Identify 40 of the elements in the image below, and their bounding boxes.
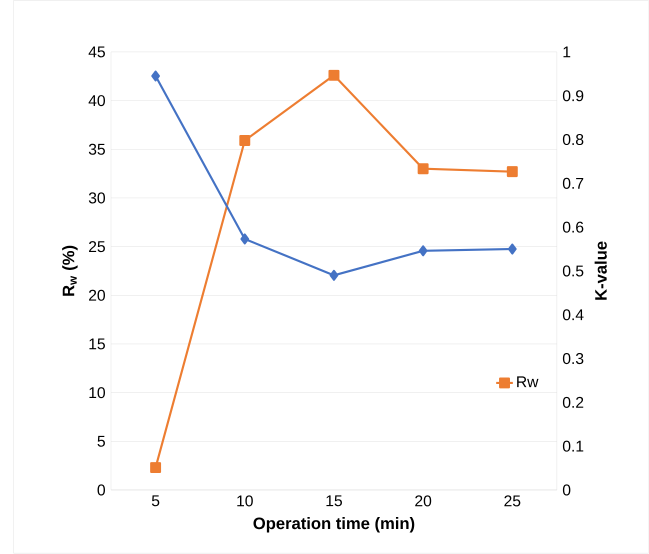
point [151, 70, 160, 82]
y-tick-label: 10 [89, 387, 105, 398]
y2-tick-label: 0.7 [562, 178, 584, 190]
y2-tick-label: 0.9 [562, 90, 584, 102]
point [418, 163, 429, 174]
y2-tick-label: 0.8 [562, 134, 584, 146]
point [150, 462, 162, 474]
point [508, 244, 517, 255]
y2-tick-label: 0.1 [562, 440, 584, 452]
point [506, 166, 518, 178]
x-tick-label: 25 [504, 496, 520, 507]
y2-axis-title: K-value [594, 242, 607, 300]
point [330, 270, 338, 281]
y-tick-label: 20 [89, 290, 105, 301]
point [240, 234, 250, 245]
y-tick-label: 30 [88, 192, 105, 204]
x-axis-title: Operation time (min) [253, 517, 414, 533]
y-tick-label: 45 [88, 46, 105, 58]
y2-tick-label: 0 [562, 484, 570, 496]
y2-tick-label: 0.3 [562, 353, 584, 364]
y-tick-label: 25 [89, 241, 105, 252]
point [239, 135, 250, 146]
y-tick-label: 15 [89, 338, 105, 350]
y2-tick-label: 0.2 [562, 397, 584, 408]
y-tick-label: 35 [88, 144, 105, 155]
y-tick-label: 5 [98, 436, 105, 447]
y-axis-title: R$_{w}$ (%) [62, 246, 78, 296]
y2-tick-label: 1 [563, 46, 570, 58]
point [328, 70, 340, 81]
y-tick-label: 0 [98, 484, 105, 496]
x-tick-label: 5 [152, 496, 160, 506]
x-tick-label: 20 [415, 496, 432, 507]
x-tick-label: 15 [326, 496, 342, 506]
y2-tick-label: 0.4 [562, 309, 584, 320]
legend-label: Rw [517, 376, 538, 388]
y2-tick-label: 0.5 [562, 266, 584, 277]
x-tick-label: 10 [237, 496, 253, 507]
y-tick-label: 40 [88, 95, 105, 106]
point [418, 245, 428, 256]
y2-tick-label: 0.6 [562, 222, 584, 233]
